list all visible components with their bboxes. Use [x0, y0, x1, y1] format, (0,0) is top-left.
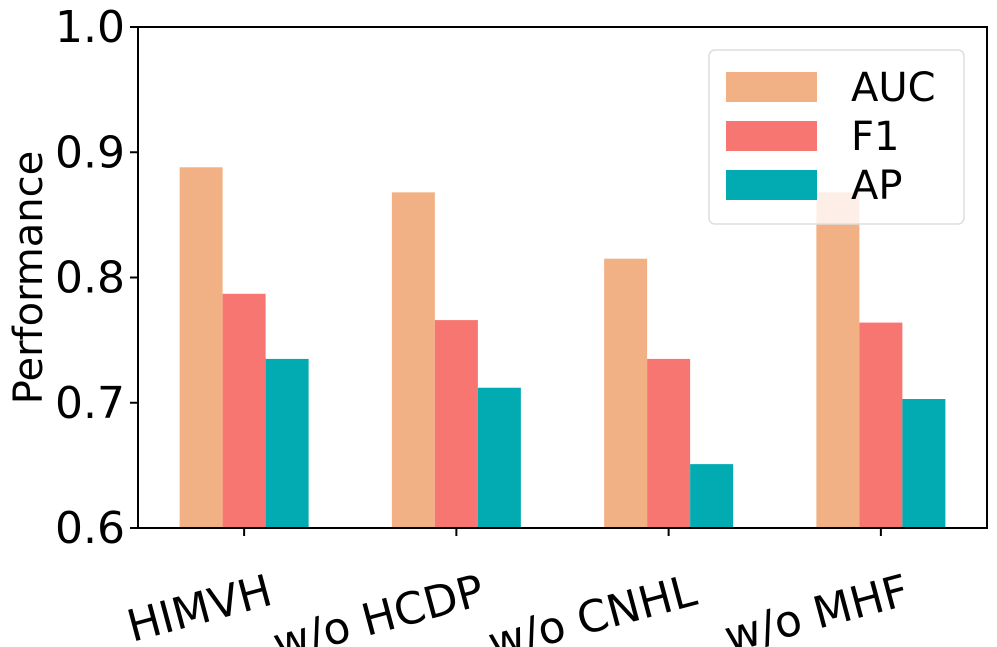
bar-f1-w-o-mhf	[859, 322, 903, 528]
x-tick-label-himvh: HIMVH	[122, 565, 277, 647]
bar-f1-himvh	[222, 293, 266, 528]
legend-swatch-ap	[726, 170, 817, 200]
y-tick-label: 0.7	[55, 378, 125, 429]
y-axis-label: Performance	[6, 151, 52, 404]
bar-auc-w-o-hcdp	[391, 192, 435, 528]
bar-ap-w-o-hcdp	[477, 387, 521, 528]
y-tick-label: 0.9	[55, 127, 125, 178]
x-tick-label-w-o-cnhl: w/o CNHL	[483, 565, 702, 647]
bar-ap-w-o-mhf	[902, 398, 946, 528]
bar-f1-w-o-cnhl	[647, 358, 691, 528]
legend-swatch-f1	[726, 121, 817, 151]
bars-group	[179, 167, 946, 528]
x-tick-label-w-o-mhf: w/o MHF	[719, 565, 914, 647]
bar-f1-w-o-hcdp	[434, 320, 478, 528]
bar-ap-w-o-cnhl	[690, 464, 734, 528]
bar-auc-himvh	[179, 167, 223, 528]
legend-swatch-auc	[726, 72, 817, 102]
y-axis: 0.6 0.7 0.8 0.9 1.0	[55, 2, 138, 554]
bar-auc-w-o-mhf	[816, 192, 860, 528]
legend-label-auc: AUC	[851, 65, 936, 111]
bar-auc-w-o-cnhl	[604, 258, 648, 528]
bar-ap-himvh	[265, 358, 309, 528]
x-tick-label-w-o-hcdp: w/o HCDP	[268, 565, 490, 647]
y-tick-label: 0.8	[55, 253, 125, 304]
legend-label-f1: F1	[851, 114, 899, 160]
legend-label-ap: AP	[851, 163, 902, 209]
y-tick-label: 0.6	[55, 503, 125, 554]
y-tick-label: 1.0	[55, 2, 125, 53]
